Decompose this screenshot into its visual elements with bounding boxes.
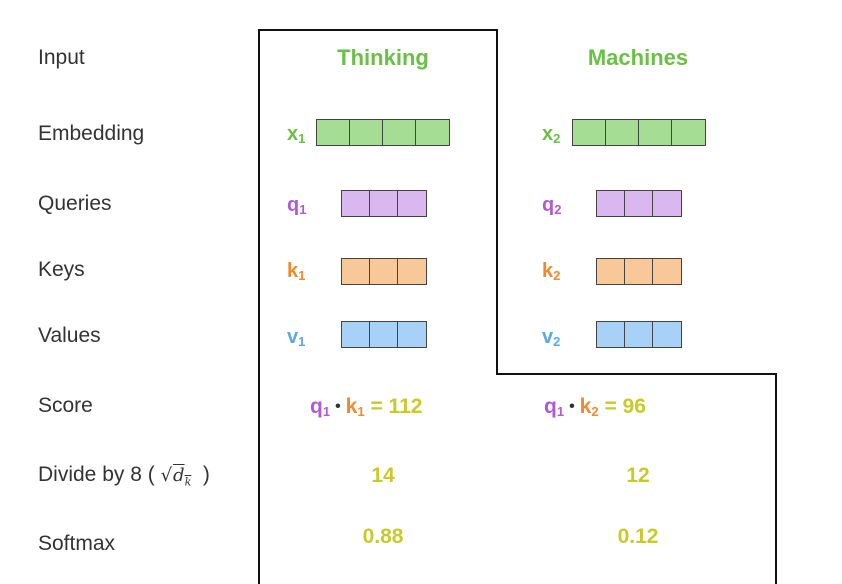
embedding-vector-1 [316,119,450,146]
key-vector-2 [596,258,682,285]
row-label-input: Input [38,46,85,69]
row-label-queries: Queries [38,192,112,215]
row-label-score: Score [38,394,93,417]
word-machines: Machines [587,45,689,70]
score-machines: q1 • k2 = 96 [544,395,646,419]
row-label-keys: Keys [38,258,85,281]
embedding-label-2: x2 [542,123,561,146]
key-vector-1 [341,258,427,285]
softmax-machines: 0.12 [617,525,659,548]
value-label-1: v1 [287,326,306,349]
value-label-2: v2 [542,326,561,349]
row-label-values: Values [38,324,101,347]
query-vector-1 [341,190,427,217]
query-label-2: q2 [542,194,562,217]
sqrt-dk: √dk [160,465,192,489]
divide-text: Divide by 8 ( [38,463,155,486]
divided-thinking: 14 [371,464,395,487]
row-label-divide: Divide by 8 ( √dk ) [38,463,210,489]
row-label-softmax: Softmax [38,532,116,555]
embedding-vector-2 [572,119,706,146]
divided-machines: 12 [626,464,650,487]
value-vector-1 [341,321,427,348]
query-vector-2 [596,190,682,217]
embedding-label-1: x1 [287,123,306,146]
score-thinking: q1 • k1 = 112 [310,395,423,419]
value-vector-2 [596,321,682,348]
query-label-1: q1 [287,194,307,217]
divide-close: ) [202,463,210,486]
word-thinking: Thinking [337,45,429,70]
softmax-thinking: 0.88 [362,525,404,548]
key-label-1: k1 [287,260,306,283]
row-label-embedding: Embedding [38,122,145,145]
key-label-2: k2 [542,260,561,283]
